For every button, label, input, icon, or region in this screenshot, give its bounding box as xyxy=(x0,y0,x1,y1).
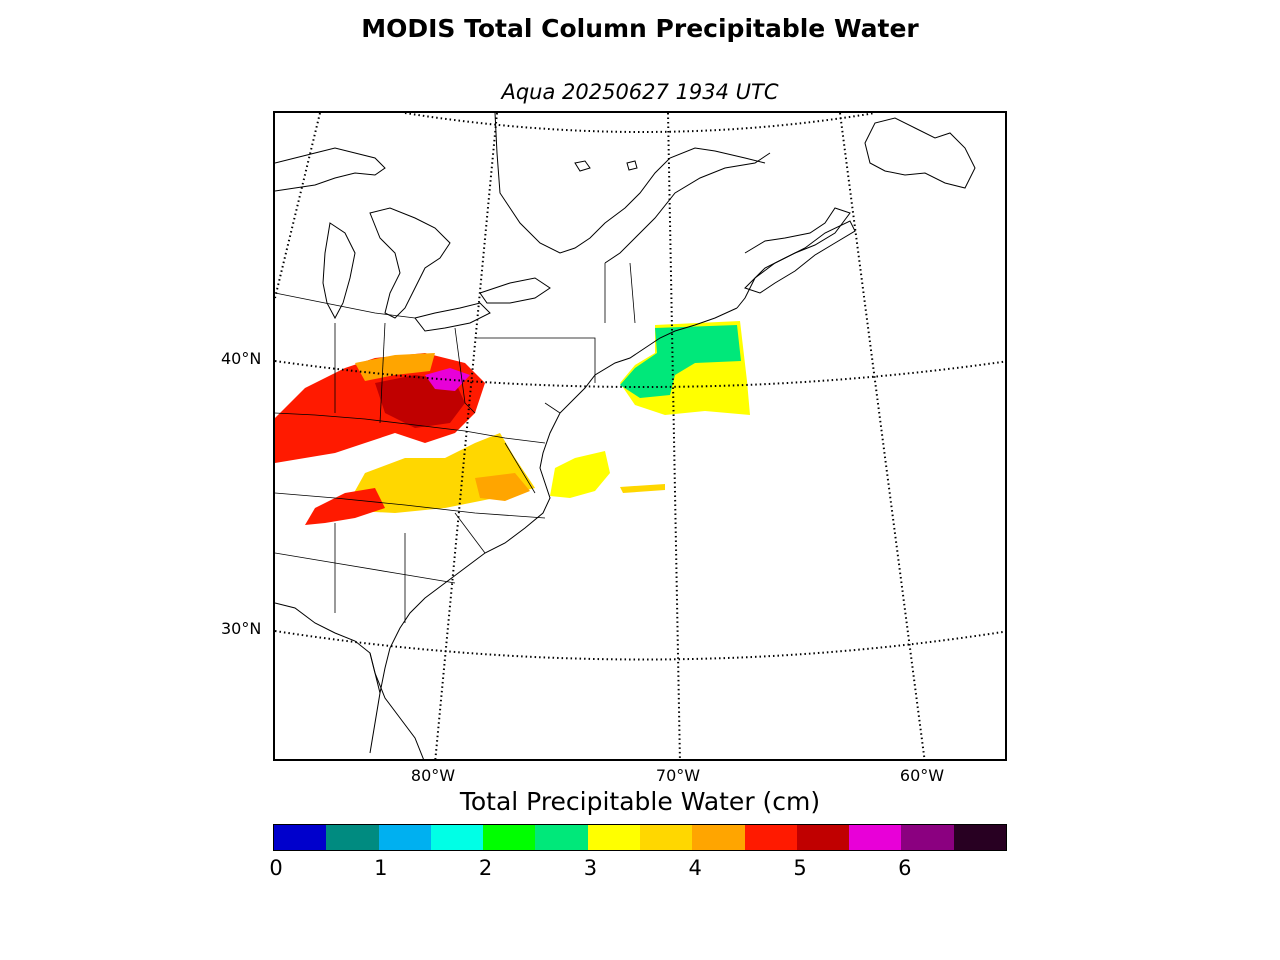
precip-region-carolina-orange xyxy=(475,473,530,501)
meridian-70w xyxy=(667,113,681,759)
colorbar-segment xyxy=(901,825,954,850)
colorbar-tick-label: 4 xyxy=(688,856,702,880)
colorbar-title: Total Precipitable Water (cm) xyxy=(459,787,821,816)
precip-region-offshore-strip xyxy=(620,484,665,493)
colorbar-segment xyxy=(378,825,431,850)
colorbar-segment xyxy=(430,825,484,850)
colorbar-segment xyxy=(953,825,1006,850)
state-borders xyxy=(275,262,636,623)
precip-region-offshore xyxy=(550,451,610,498)
lon-label-80w: 80°W xyxy=(410,766,456,785)
colorbar xyxy=(273,824,1007,851)
parallel-50n xyxy=(404,113,876,133)
colorbar-segment xyxy=(796,825,850,850)
map-canvas xyxy=(275,113,1005,759)
colorbar-tick-label: 3 xyxy=(583,856,598,880)
precip-region-newengland-green xyxy=(620,325,741,398)
precip-region-magenta xyxy=(425,368,470,391)
lon-label-70w: 70°W xyxy=(655,766,701,785)
map-frame xyxy=(273,111,1007,761)
colorbar-segment xyxy=(692,825,745,850)
colorbar-tick-label: 2 xyxy=(478,856,493,880)
colorbar-segment xyxy=(274,825,327,850)
graticule xyxy=(275,113,1005,759)
colorbar-segment xyxy=(744,825,797,850)
parallel-40n xyxy=(275,360,1005,388)
colorbar-segment xyxy=(587,825,640,850)
colorbar-tick-label: 0 xyxy=(269,856,283,880)
colorbar-tick-label: 5 xyxy=(793,856,807,880)
colorbar-segment xyxy=(535,825,588,850)
precip-region-ohio-orange xyxy=(355,353,435,381)
lat-label-30n: 30°N xyxy=(221,619,262,638)
meridian-60w xyxy=(839,113,926,759)
precip-overlay xyxy=(275,321,750,525)
colorbar-segment xyxy=(849,825,902,850)
chart-subtitle: Aqua 20250627 1934 UTC xyxy=(501,80,779,104)
colorbar-segment xyxy=(326,825,379,850)
coastlines xyxy=(275,113,976,759)
lon-label-60w: 60°W xyxy=(899,766,945,785)
chart-title: MODIS Total Column Precipitable Water xyxy=(361,14,919,43)
parallel-30n xyxy=(275,630,1005,661)
meridian-78w xyxy=(434,113,498,759)
colorbar-tick-label: 6 xyxy=(898,856,912,880)
meridian-80w xyxy=(275,113,321,299)
colorbar-segment xyxy=(639,825,693,850)
lat-label-40n: 40°N xyxy=(221,349,262,368)
colorbar-segment xyxy=(483,825,536,850)
precip-region-carolina-red xyxy=(305,488,385,525)
colorbar-tick-label: 1 xyxy=(374,856,388,880)
